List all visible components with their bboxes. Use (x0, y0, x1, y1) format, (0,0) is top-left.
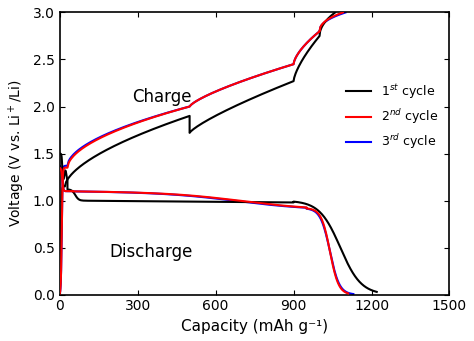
Y-axis label: Voltage (V vs. Li$^+$/Li): Voltage (V vs. Li$^+$/Li) (7, 80, 27, 227)
Text: Charge: Charge (132, 88, 192, 106)
Legend: 1$^{st}$ cycle, 2$^{nd}$ cycle, 3$^{rd}$ cycle: 1$^{st}$ cycle, 2$^{nd}$ cycle, 3$^{rd}$… (341, 77, 443, 156)
Text: Discharge: Discharge (109, 243, 192, 261)
X-axis label: Capacity (mAh g⁻¹): Capacity (mAh g⁻¹) (181, 319, 328, 334)
